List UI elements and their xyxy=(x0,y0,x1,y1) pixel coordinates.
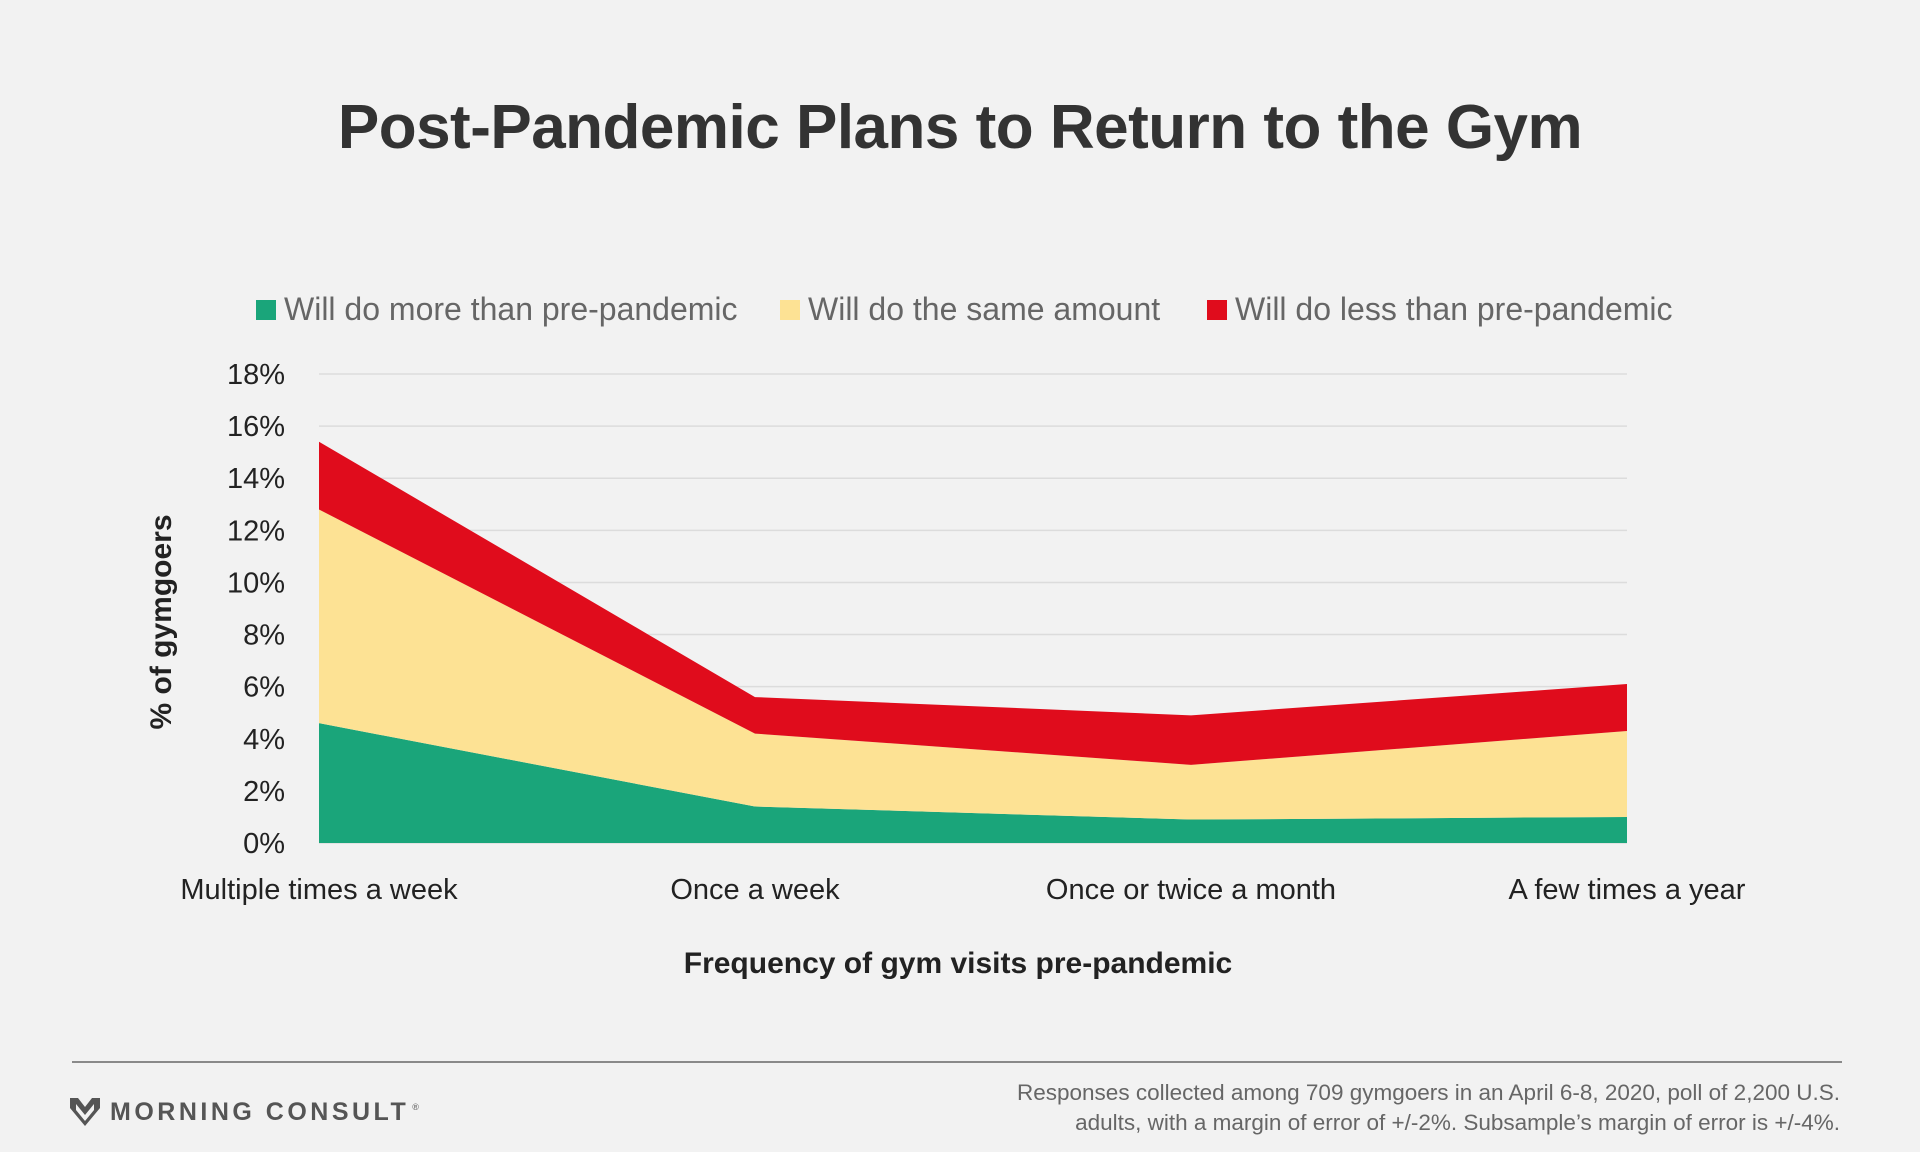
x-tick-label: Multiple times a week xyxy=(180,874,458,906)
y-axis-title: % of gymgoers xyxy=(145,514,178,729)
y-tick-label: 16% xyxy=(227,411,285,443)
y-tick-label: 4% xyxy=(243,724,285,756)
x-tick-label: Once or twice a month xyxy=(1046,874,1336,906)
x-tick-label: A few times a year xyxy=(1509,874,1746,906)
y-tick-label: 0% xyxy=(243,828,285,860)
brand-logo: MORNING CONSULT ® xyxy=(70,1092,422,1132)
source-note: Responses collected among 709 gymgoers i… xyxy=(840,1078,1840,1138)
legend-label: Will do less than pre-pandemic xyxy=(1235,291,1673,327)
area-series-3 xyxy=(319,441,1627,765)
y-tick-label: 6% xyxy=(243,672,285,704)
x-axis-title: Frequency of gym visits pre-pandemic xyxy=(684,947,1232,980)
legend: Will do more than pre-pandemic Will do th… xyxy=(256,291,1673,327)
y-tick-label: 14% xyxy=(227,463,285,495)
legend-swatch xyxy=(780,300,800,320)
area-series-2 xyxy=(319,509,1627,820)
y-tick-label: 12% xyxy=(227,515,285,547)
source-note-line-1: Responses collected among 709 gymgoers i… xyxy=(1017,1080,1840,1105)
legend-swatch xyxy=(1207,300,1227,320)
chart-title: Post-Pandemic Plans to Return to the Gym xyxy=(337,93,1583,162)
legend-label: Will do the same amount xyxy=(808,291,1160,327)
brand-name: MORNING CONSULT ® xyxy=(110,1097,423,1126)
y-axis-ticks: 0% 2% 4% 6% 8% 10% 12% 14% 16% 18% xyxy=(227,359,285,860)
stacked-areas xyxy=(319,441,1627,843)
y-tick-label: 18% xyxy=(227,359,285,391)
source-note-line-2: adults, with a margin of error of +/-2%.… xyxy=(1075,1110,1840,1135)
footer-divider xyxy=(72,1061,1842,1063)
y-tick-label: 8% xyxy=(243,620,285,652)
morning-consult-chevron-icon xyxy=(70,1098,100,1126)
legend-label: Will do more than pre-pandemic xyxy=(284,291,738,327)
y-tick-label: 10% xyxy=(227,567,285,599)
x-axis-ticks: Multiple times a week Once a week Once or … xyxy=(180,874,1745,906)
y-tick-label: 2% xyxy=(243,776,285,808)
area-series-1 xyxy=(319,723,1627,843)
legend-swatch xyxy=(256,300,276,320)
x-tick-label: Once a week xyxy=(670,874,840,906)
